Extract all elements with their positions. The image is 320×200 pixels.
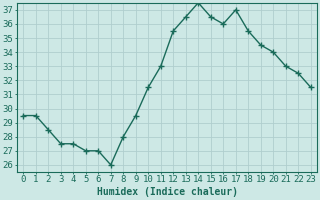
X-axis label: Humidex (Indice chaleur): Humidex (Indice chaleur) xyxy=(97,187,237,197)
